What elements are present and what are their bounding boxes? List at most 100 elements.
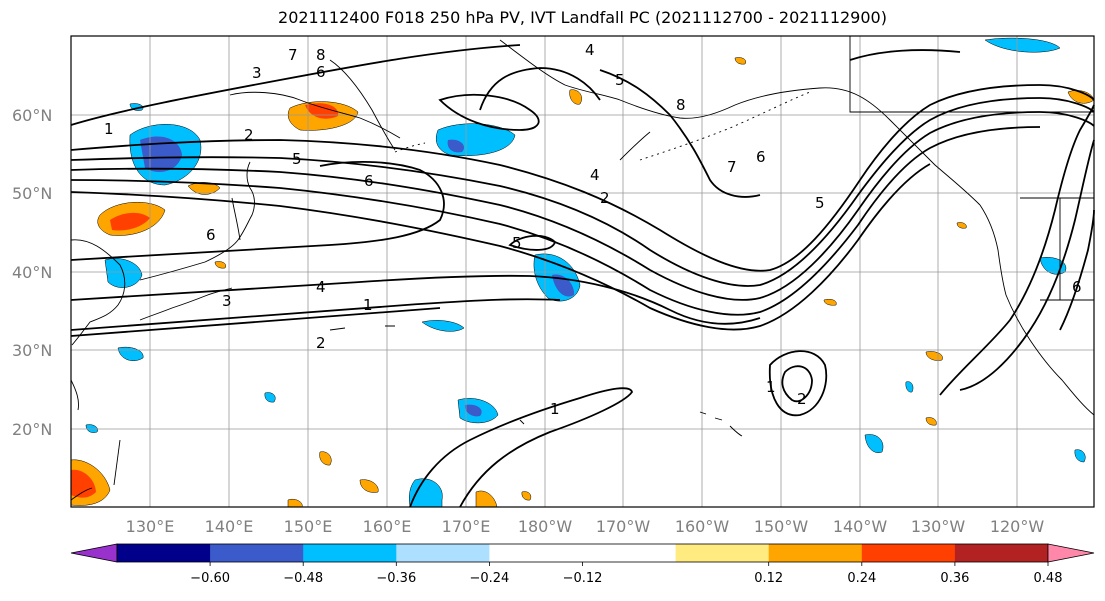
pv-blob	[214, 261, 226, 269]
lon-label: 170°W	[596, 517, 651, 536]
colorbar-tick-label: 0.24	[847, 571, 876, 586]
colorbar-tick-label: −0.36	[376, 571, 416, 586]
contour-label: 4	[590, 166, 600, 184]
colorbar-cell	[396, 544, 490, 562]
lat-label: 30°N	[12, 341, 52, 360]
pv-blob	[552, 274, 575, 297]
contour-label: 2	[316, 334, 326, 352]
pv-blob	[264, 392, 276, 403]
contour-label: 6	[1072, 278, 1082, 296]
pv-anomaly-shading	[70, 37, 1095, 508]
ivt-contours	[70, 44, 1095, 508]
pv-blob	[905, 381, 914, 393]
colorbar-cell	[303, 544, 397, 562]
pv-blob	[1074, 449, 1086, 463]
pv-blob	[464, 404, 482, 417]
pv-blob	[359, 479, 379, 493]
colorbar-tick-label: −0.24	[469, 571, 509, 586]
contour-label: 5	[512, 234, 522, 252]
colorbar-tick-label: −0.48	[283, 571, 323, 586]
contour-label: 5	[292, 150, 302, 168]
map-border	[70, 35, 1095, 508]
contour-label: 6	[364, 172, 374, 190]
pv-blob	[925, 417, 937, 426]
colorbar-cell	[117, 544, 211, 562]
colorbar-cells	[116, 543, 1049, 563]
colorbar-tick-label: 0.36	[940, 571, 969, 586]
contour-label: 5	[815, 194, 825, 212]
contour-label: 2	[600, 189, 610, 207]
pv-blob	[110, 212, 150, 231]
lon-label: 180°W	[518, 517, 573, 536]
lon-label: 140°W	[833, 517, 888, 536]
contour-label: 3	[222, 292, 232, 310]
map-area	[71, 36, 1094, 507]
colorbar-tick-label: −0.12	[563, 571, 603, 586]
colorbar-cell	[675, 544, 770, 562]
pv-blob	[569, 89, 582, 105]
contour-label: 7	[288, 46, 298, 64]
colorbar: −0.60 −0.48 −0.36 −0.24 −0.12 0.12 0.24 0.36 0.4…	[70, 543, 1095, 586]
lon-label: 130°W	[911, 517, 966, 536]
lon-label: 160°E	[363, 517, 412, 536]
pv-blob	[956, 222, 967, 229]
colorbar-extend-high	[1047, 543, 1095, 563]
colorbar-ticks: −0.60 −0.48 −0.36 −0.24 −0.12 0.12 0.24 0.36 0.4…	[190, 562, 1063, 586]
lon-label: 130°E	[126, 517, 175, 536]
pv-blob	[117, 346, 144, 361]
lon-label: 120°W	[990, 517, 1045, 536]
pv-blob	[823, 298, 837, 306]
colorbar-extend-low	[70, 543, 118, 563]
lat-label: 20°N	[12, 420, 52, 439]
pv-blob	[421, 320, 465, 332]
pv-blob	[319, 451, 332, 466]
lon-label: 150°E	[284, 517, 333, 536]
contour-label: 6	[206, 226, 216, 244]
colorbar-cell	[768, 544, 863, 562]
colorbar-cell	[861, 544, 956, 562]
pv-blob	[447, 139, 465, 153]
lat-label: 60°N	[12, 106, 52, 125]
pv-blob	[864, 434, 884, 453]
contour-label: 5	[615, 71, 625, 89]
colorbar-tick-label: 0.12	[754, 571, 783, 586]
contour-label: 1	[363, 296, 373, 314]
lat-label: 50°N	[12, 184, 52, 203]
contour-label: 4	[316, 278, 326, 296]
lat-label: 40°N	[12, 263, 52, 282]
contour-label: 7	[727, 158, 737, 176]
contour-label: 1	[550, 400, 560, 418]
contour-label: 8	[316, 46, 326, 64]
pv-blob	[734, 57, 746, 65]
lon-label: 150°W	[754, 517, 809, 536]
lon-label: 160°W	[675, 517, 730, 536]
lon-label: 170°E	[442, 517, 491, 536]
contour-label: 4	[585, 41, 595, 59]
contour-label: 8	[676, 96, 686, 114]
graticule	[71, 36, 1094, 507]
pv-blob	[984, 37, 1061, 53]
colorbar-cell	[210, 544, 304, 562]
contour-label: 2	[797, 390, 807, 408]
contour-label: 2	[244, 126, 254, 144]
colorbar-tick-label: 0.48	[1034, 571, 1063, 586]
latitude-labels: 60°N 50°N 40°N 30°N 20°N	[12, 106, 52, 439]
colorbar-tick-label: −0.60	[190, 571, 230, 586]
contour-labels: 1 2 3 4 5 6 7 8 4 5 6 6 7 8 1 2 3 4 5 6 …	[104, 41, 1082, 418]
lon-label: 140°E	[205, 517, 254, 536]
contour-label: 6	[316, 63, 326, 81]
colorbar-cell	[489, 544, 583, 562]
pv-blob	[521, 491, 532, 501]
longitude-labels: 130°E 140°E 150°E 160°E 170°E 180°W 170°…	[126, 517, 1045, 536]
contour-label: 3	[252, 64, 262, 82]
colorbar-cell	[954, 544, 1049, 562]
pv-blob	[925, 351, 943, 361]
pv-blob	[71, 469, 96, 498]
map-title: 2021112400 F018 250 hPa PV, IVT Landfall…	[278, 8, 887, 27]
contour-label: 1	[766, 378, 776, 396]
contour-label: 1	[104, 120, 114, 138]
contour-label: 6	[756, 148, 766, 166]
pv-blob	[140, 136, 182, 172]
colorbar-cell	[582, 544, 677, 562]
